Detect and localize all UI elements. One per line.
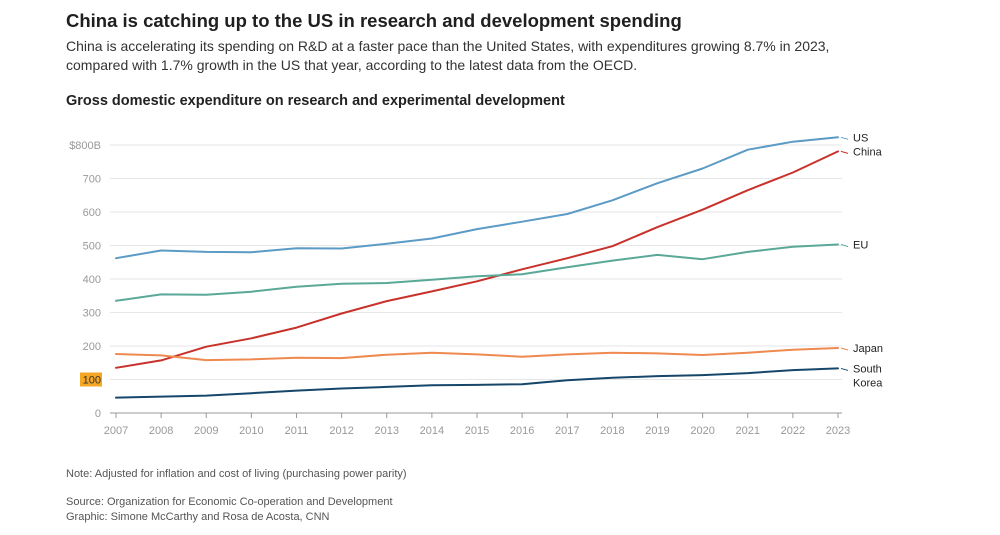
series-label-connector — [840, 347, 849, 351]
y-tick-label: 700 — [83, 174, 101, 186]
x-tick-label: 2014 — [420, 425, 444, 437]
series-lines — [115, 136, 839, 399]
x-tick-label: 2020 — [690, 425, 714, 437]
series-label-line: Japan — [853, 343, 883, 355]
subheadline: China is accelerating its spending on R&… — [66, 38, 830, 73]
chart-title: Gross domestic expenditure on research a… — [66, 93, 565, 109]
series-label-connector — [840, 136, 849, 140]
series-line-japan — [115, 347, 839, 362]
x-tick-label: 2015 — [465, 425, 489, 437]
series-label-south-korea: South Korea — [853, 363, 883, 389]
series-label-eu: EU — [853, 239, 868, 251]
chart-note: Note: Adjusted for inflation and cost of… — [66, 468, 407, 480]
y-tick-label: 300 — [83, 308, 101, 320]
series-label-line: Korea — [853, 377, 883, 389]
chart-source: Source: Organization for Economic Co-ope… — [66, 496, 393, 508]
series-label-line: South — [853, 363, 882, 375]
y-tick-label: 600 — [83, 207, 101, 219]
x-tick-label: 2009 — [194, 425, 218, 437]
y-tick-label: $800B — [69, 140, 101, 152]
series-line-china — [115, 150, 839, 369]
x-tick-label: 2017 — [555, 425, 579, 437]
gridlines — [110, 144, 842, 380]
series-label-line: US — [853, 132, 868, 144]
series-label-connector — [840, 150, 849, 154]
y-tick-label: 0 — [95, 408, 101, 420]
y-tick-label: 400 — [83, 274, 101, 286]
series-label-japan: Japan — [853, 343, 883, 355]
series-label-connector — [840, 244, 849, 247]
series-label-china: China — [853, 146, 883, 158]
series-label-line: China — [853, 146, 883, 158]
chart-credit: Graphic: Simone McCarthy and Rosa de Aco… — [66, 511, 330, 523]
series-label-us: US — [853, 132, 868, 144]
headline: China is catching up to the US in resear… — [66, 10, 682, 31]
x-tick-label: 2010 — [239, 425, 263, 437]
x-tick-label: 2023 — [826, 425, 850, 437]
series-label-line: EU — [853, 239, 868, 251]
x-tick-label: 2021 — [736, 425, 760, 437]
series-line-us — [115, 136, 839, 260]
x-tick-label: 2019 — [645, 425, 669, 437]
x-tick-label: 2012 — [329, 425, 353, 437]
axes: 0 100 200 300 400 500 600 700 $800B 2007 2008 2009 2… — [69, 140, 850, 437]
y-tick-highlight — [80, 372, 102, 387]
series-labels: US China EU Japan South Korea — [840, 132, 883, 389]
x-tick-label: 2013 — [375, 425, 399, 437]
x-tick-label: 2018 — [600, 425, 624, 437]
y-tick-label: 100 — [83, 375, 101, 387]
x-tick-label: 2022 — [781, 425, 805, 437]
y-tick-label: 200 — [83, 341, 101, 353]
x-tick-label: 2011 — [285, 425, 309, 437]
x-tick-label: 2008 — [149, 425, 173, 437]
x-tick-label: 2007 — [104, 425, 128, 437]
series-line-south-korea — [115, 367, 839, 399]
series-label-connector — [840, 367, 849, 371]
series-line-eu — [115, 243, 839, 302]
y-tick-label: 500 — [83, 241, 101, 253]
x-tick-label: 2016 — [510, 425, 534, 437]
